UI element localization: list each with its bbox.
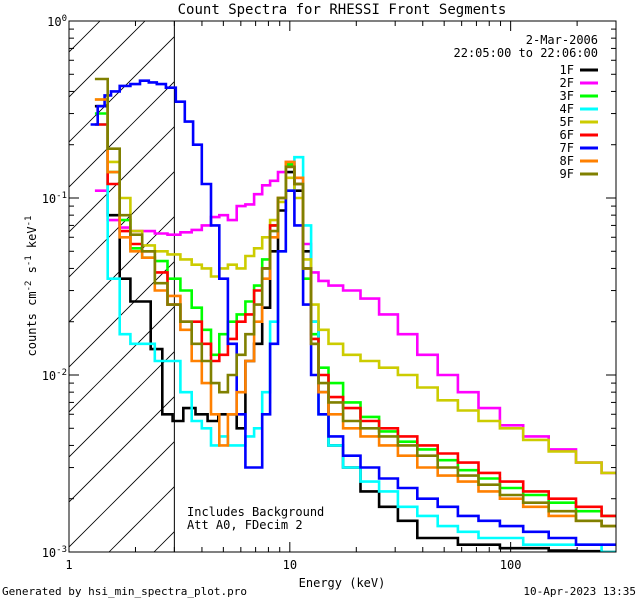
hatch-line <box>514 0 640 552</box>
series-9F <box>94 77 616 528</box>
legend-label-7F: 7F <box>560 141 574 155</box>
y-tick-label: 10-2 <box>42 368 67 383</box>
hatch-line <box>69 171 175 278</box>
hatch-line <box>69 21 146 98</box>
legend-label-5F: 5F <box>560 115 574 129</box>
hatch-lines <box>69 0 640 552</box>
note-background: Includes Background <box>187 505 324 519</box>
legend-label-8F: 8F <box>560 154 574 168</box>
hatch-line <box>69 396 175 503</box>
axis-ticks <box>68 20 617 553</box>
footer-generator: Generated by hsi_min_spectra_plot.pro <box>2 585 247 598</box>
hatch-line <box>69 441 175 548</box>
x-tick-label: 1 <box>65 558 72 572</box>
note-attenuator: Att A0, FDecim 2 <box>187 518 303 532</box>
hatch-line <box>424 0 640 552</box>
hatch-line <box>69 351 175 458</box>
x-tick-label: 10 <box>283 558 297 572</box>
date-label: 2-Mar-2006 <box>526 33 598 47</box>
y-tick-label: 10-3 <box>42 545 67 560</box>
legend-label-3F: 3F <box>560 89 574 103</box>
y-tick-label: 10-1 <box>42 191 67 206</box>
legend-label-6F: 6F <box>560 128 574 142</box>
hatch-area <box>69 21 174 552</box>
hatch-line <box>69 261 175 368</box>
hatch-line <box>469 0 640 552</box>
legend-label-9F: 9F <box>560 167 574 181</box>
plot-frame <box>68 20 617 553</box>
hatch-line <box>604 0 640 552</box>
series-layer <box>90 77 616 552</box>
legend-label-2F: 2F <box>560 76 574 90</box>
time-range-label: 22:05:00 to 22:06:00 <box>454 46 599 60</box>
chart-title: Count Spectra for RHESSI Front Segments <box>178 2 507 18</box>
x-axis-label: Energy (keV) <box>299 576 386 590</box>
hatch-line <box>69 36 175 143</box>
x-tick-label: 100 <box>500 558 522 572</box>
x-tick-labels: 1 10 100 <box>65 558 521 572</box>
legend-label-1F: 1F <box>560 63 574 77</box>
y-axis-label: counts cm-2 s-1 keV-1 <box>24 216 39 357</box>
series-7F <box>90 79 616 546</box>
footer-timestamp: 10-Apr-2023 13:35 <box>523 585 636 598</box>
hatch-line <box>69 306 175 413</box>
legend-label-4F: 4F <box>560 102 574 116</box>
background-hatch-region <box>69 0 640 552</box>
y-tick-labels: 100 10-1 10-2 10-3 <box>42 14 67 560</box>
y-tick-label: 100 <box>47 14 67 29</box>
